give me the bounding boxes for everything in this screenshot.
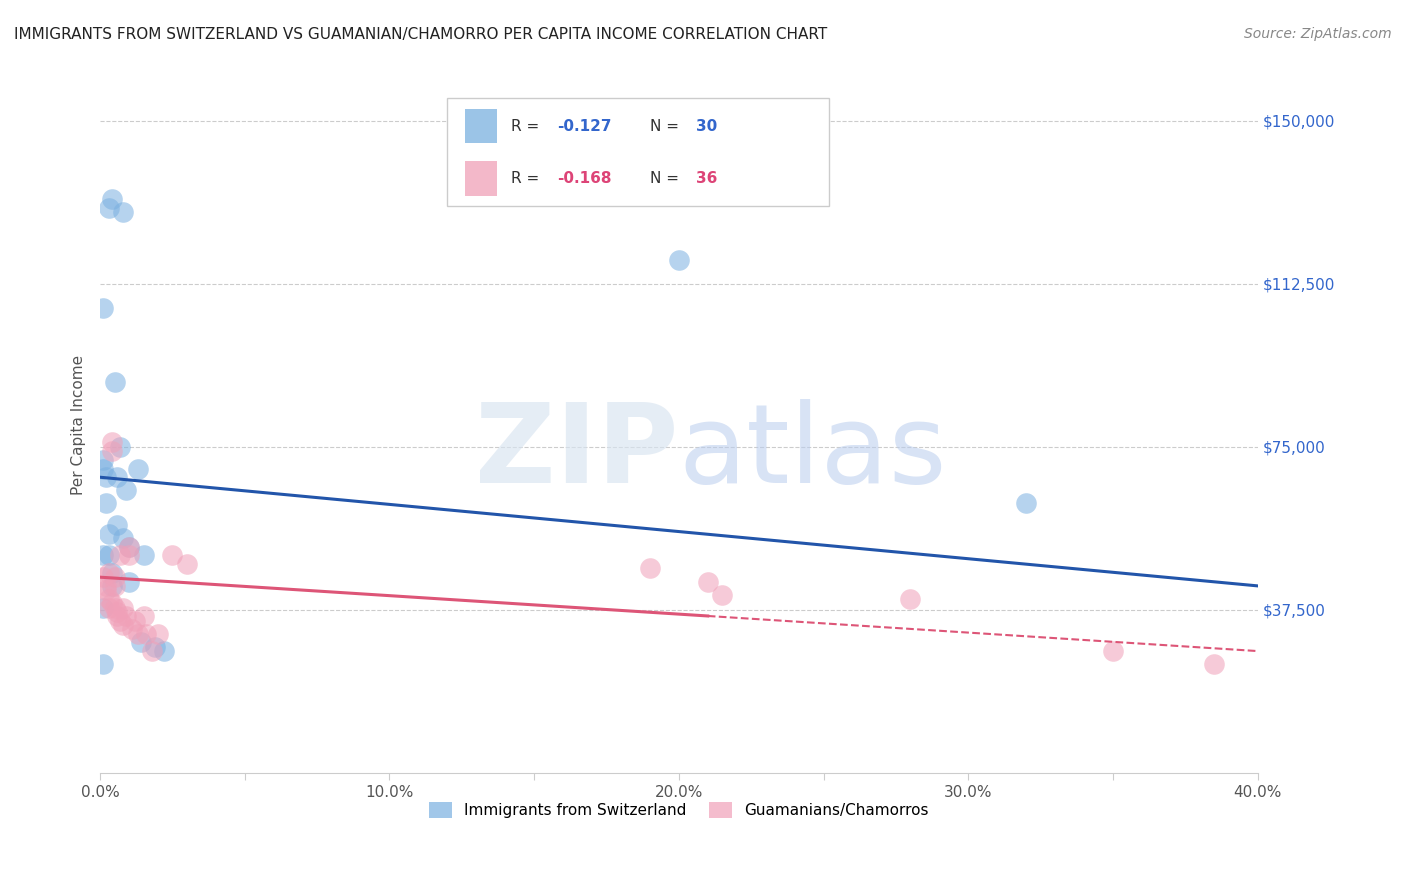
- Point: [115, 609, 138, 624]
- Point: [97, 591, 120, 606]
- Text: -0.168: -0.168: [557, 170, 612, 186]
- Point: [1204, 657, 1226, 672]
- Point: [94, 579, 117, 593]
- Point: [97, 566, 120, 580]
- Text: N =: N =: [650, 119, 683, 134]
- Point: [146, 626, 169, 640]
- Point: [121, 623, 143, 637]
- Bar: [465, 109, 498, 144]
- Point: [127, 461, 149, 475]
- Point: [94, 470, 117, 484]
- Y-axis label: Per Capita Income: Per Capita Income: [72, 355, 86, 495]
- Point: [110, 614, 132, 628]
- Point: [91, 570, 114, 584]
- Bar: [465, 161, 498, 195]
- Point: [711, 588, 734, 602]
- Point: [110, 440, 132, 454]
- Point: [104, 600, 127, 615]
- Point: [100, 192, 122, 206]
- Point: [127, 626, 149, 640]
- Point: [141, 644, 163, 658]
- Point: [696, 574, 718, 589]
- Text: Source: ZipAtlas.com: Source: ZipAtlas.com: [1244, 27, 1392, 41]
- Point: [1102, 644, 1125, 658]
- Point: [129, 635, 152, 649]
- Point: [91, 301, 114, 315]
- Point: [112, 600, 135, 615]
- Point: [104, 570, 127, 584]
- Text: atlas: atlas: [679, 400, 948, 507]
- Point: [107, 609, 129, 624]
- Legend: Immigrants from Switzerland, Guamanians/Chamorros: Immigrants from Switzerland, Guamanians/…: [423, 796, 935, 824]
- Text: ZIP: ZIP: [475, 400, 679, 507]
- Point: [162, 549, 184, 563]
- Point: [112, 531, 135, 545]
- Point: [100, 444, 122, 458]
- Point: [107, 470, 129, 484]
- Point: [152, 644, 174, 658]
- Point: [94, 583, 117, 598]
- Point: [1015, 496, 1038, 510]
- Point: [100, 596, 122, 610]
- Point: [118, 574, 141, 589]
- Point: [97, 549, 120, 563]
- Text: 36: 36: [696, 170, 717, 186]
- Point: [100, 579, 122, 593]
- Text: R =: R =: [510, 170, 544, 186]
- Point: [94, 496, 117, 510]
- Point: [132, 549, 155, 563]
- Point: [91, 461, 114, 475]
- Point: [100, 435, 122, 450]
- Point: [898, 591, 921, 606]
- Point: [91, 600, 114, 615]
- Point: [176, 557, 198, 571]
- Point: [124, 614, 146, 628]
- Text: 30: 30: [696, 119, 717, 134]
- Point: [638, 561, 661, 575]
- Point: [118, 540, 141, 554]
- Point: [143, 640, 166, 654]
- Point: [91, 453, 114, 467]
- Point: [107, 518, 129, 533]
- Point: [97, 600, 120, 615]
- Point: [91, 657, 114, 672]
- Point: [135, 626, 157, 640]
- Point: [97, 526, 120, 541]
- Point: [132, 609, 155, 624]
- Point: [110, 549, 132, 563]
- Point: [100, 566, 122, 580]
- Text: -0.127: -0.127: [557, 119, 612, 134]
- Point: [115, 483, 138, 498]
- Point: [668, 252, 690, 267]
- Point: [112, 618, 135, 632]
- FancyBboxPatch shape: [447, 98, 830, 206]
- Point: [112, 205, 135, 219]
- Text: N =: N =: [650, 170, 683, 186]
- Point: [118, 540, 141, 554]
- Point: [107, 605, 129, 619]
- Text: R =: R =: [510, 119, 544, 134]
- Point: [104, 375, 127, 389]
- Point: [118, 549, 141, 563]
- Point: [91, 549, 114, 563]
- Text: IMMIGRANTS FROM SWITZERLAND VS GUAMANIAN/CHAMORRO PER CAPITA INCOME CORRELATION : IMMIGRANTS FROM SWITZERLAND VS GUAMANIAN…: [14, 27, 827, 42]
- Point: [97, 201, 120, 215]
- Point: [104, 579, 127, 593]
